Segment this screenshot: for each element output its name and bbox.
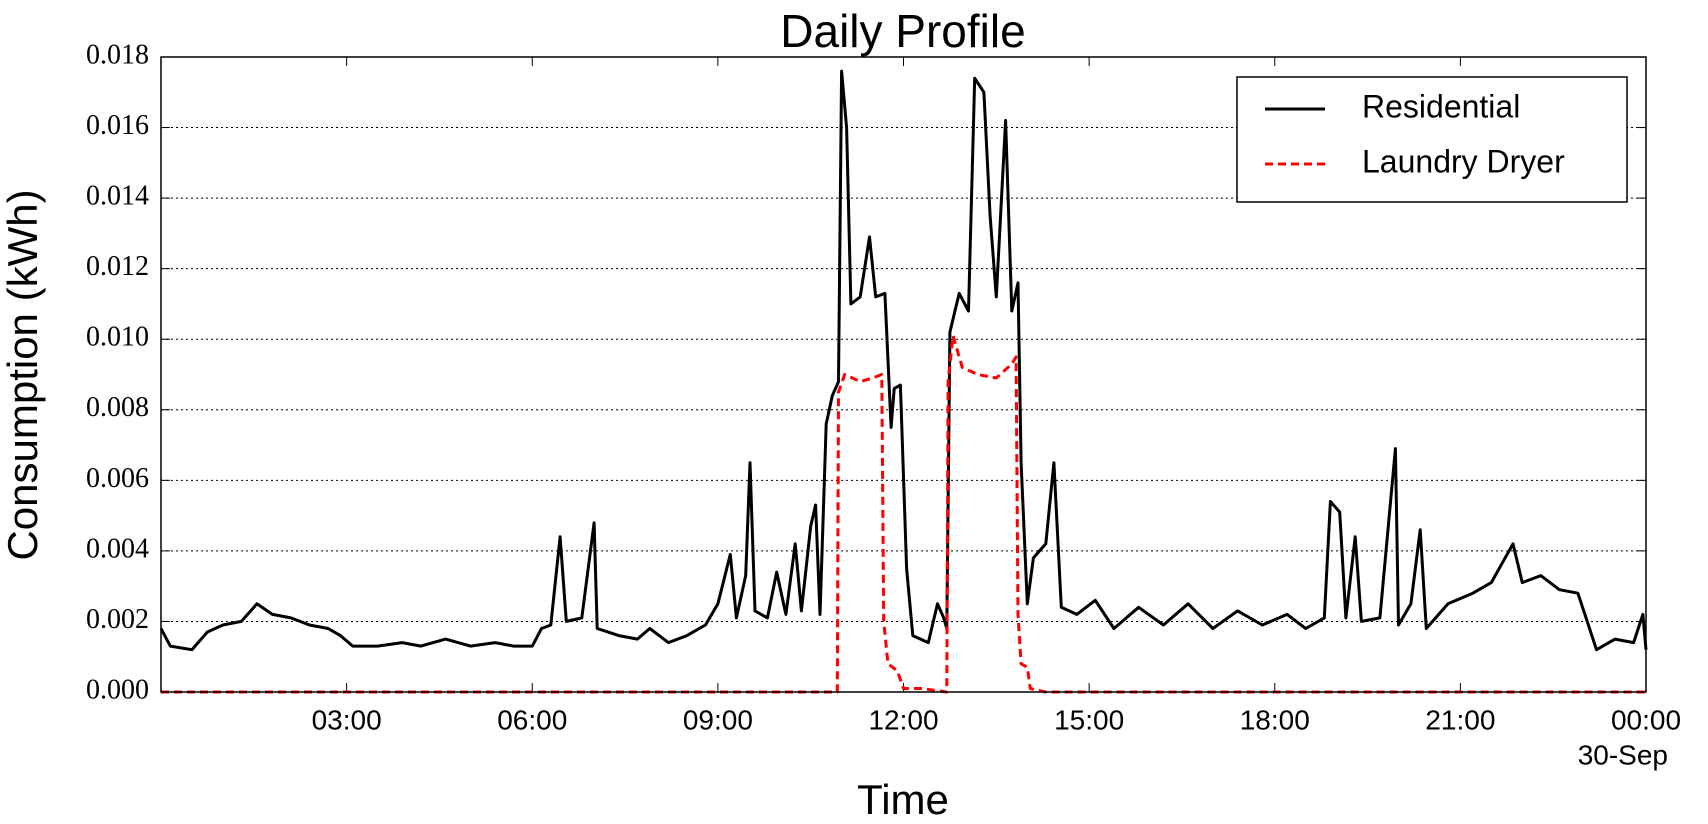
x-tick-label: 12:00 [868, 704, 938, 735]
chart-title: Daily Profile [780, 5, 1025, 57]
plot-frame [160, 56, 1647, 693]
y-tick-label: 0.006 [86, 463, 149, 494]
x-tick-label: 18:00 [1240, 704, 1310, 735]
line-series [161, 334, 1646, 694]
y-tick-label: 0.004 [86, 533, 149, 564]
x-tick-label: 03:00 [312, 704, 382, 735]
line-series [159, 69, 1648, 652]
y-axis-label: Consumption (kWh) [0, 189, 46, 560]
x-tick-label: 09:00 [683, 704, 753, 735]
y-tick-label: 0.018 [86, 39, 149, 70]
y-tick-label: 0.014 [86, 181, 149, 212]
y-tick-label: 0.000 [86, 674, 149, 705]
y-tick-label: 0.002 [86, 604, 149, 635]
legend-label: Residential [1362, 88, 1520, 124]
y-tick-label: 0.008 [86, 392, 149, 423]
legend-label: Laundry Dryer [1362, 143, 1565, 179]
legend-box [1236, 76, 1628, 203]
x-axis-label: Time [857, 776, 949, 823]
x-tick-label: 06:00 [497, 704, 567, 735]
x-tick-label: 15:00 [1054, 704, 1124, 735]
x-tick-label: 00:00 [1611, 704, 1681, 735]
x-tick-label: 21:00 [1425, 704, 1495, 735]
legend: Residential Laundry Dryer [1236, 76, 1628, 203]
y-tick-label: 0.010 [86, 322, 149, 353]
x-date-label: 30-Sep [1578, 739, 1668, 770]
y-tick-label: 0.012 [86, 251, 149, 282]
y-tick-label: 0.016 [86, 110, 149, 141]
